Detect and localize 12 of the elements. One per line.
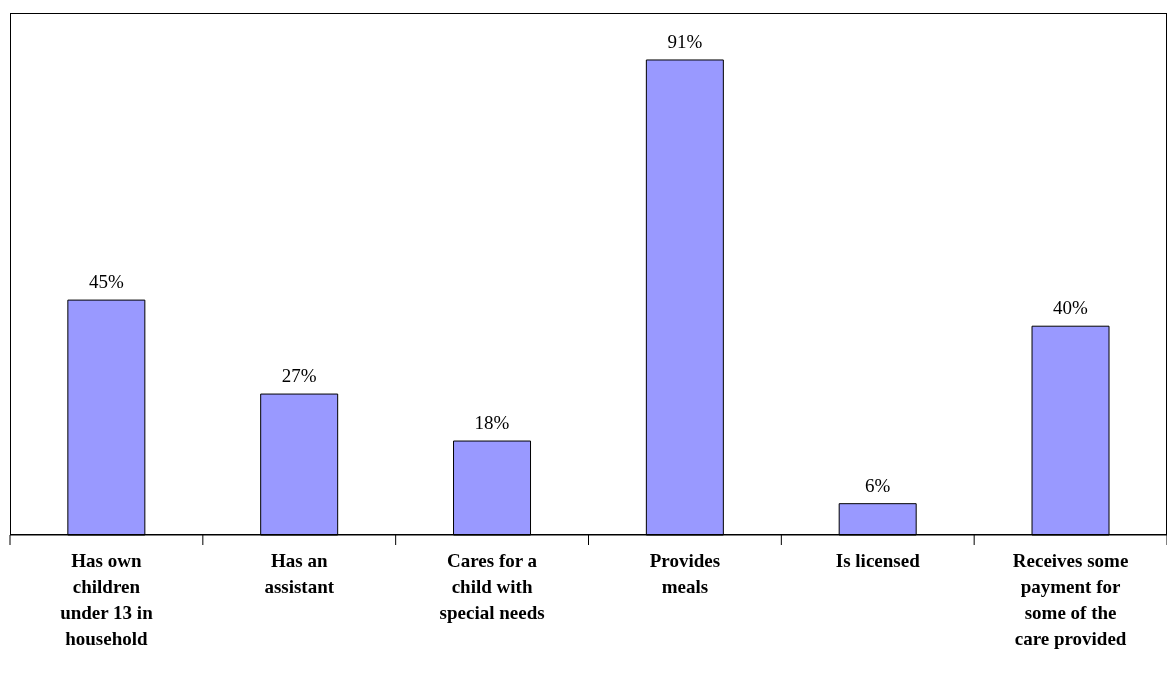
data-label: 6%: [865, 474, 891, 496]
data-label: 40%: [1053, 297, 1089, 319]
data-label: 45%: [88, 271, 124, 293]
x-tick-label: Is licensed: [835, 550, 921, 571]
x-tick-label: Cares for a child with special needs: [439, 550, 545, 623]
x-tick-label: Provides meals: [649, 550, 721, 597]
x-tick-label: Has own children under 13 in household: [60, 550, 154, 649]
data-label: 18%: [474, 412, 510, 434]
data-label: 27%: [281, 365, 317, 387]
x-tick-label: Receives some payment for some of the care provided: [1012, 550, 1129, 649]
x-tick-label: Has an assistant: [264, 550, 335, 597]
data-label: 91%: [667, 30, 703, 52]
